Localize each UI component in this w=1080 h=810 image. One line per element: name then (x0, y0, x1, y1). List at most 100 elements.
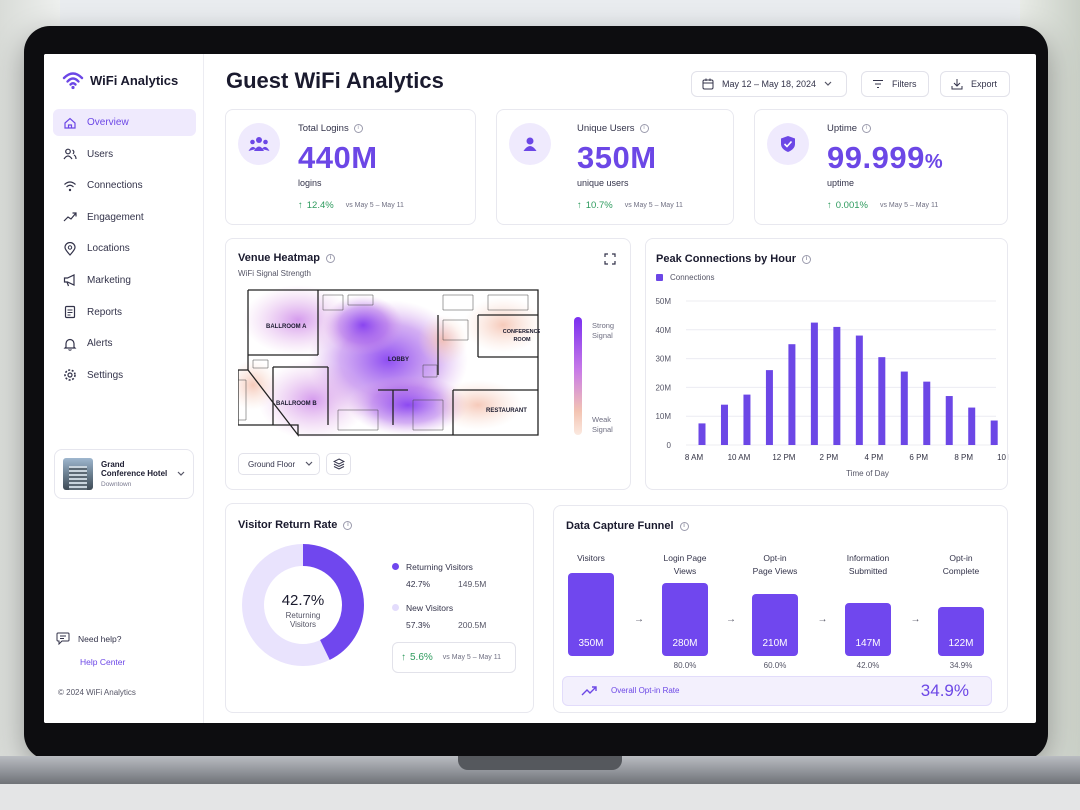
arrow-right-icon: → (726, 614, 736, 625)
home-icon (64, 117, 76, 129)
y-tick-label: 20M (655, 383, 671, 392)
funnel-value: 210M (762, 638, 788, 649)
brand-name: WiFi Analytics (90, 72, 179, 88)
floor-plan-heatmap[interactable]: BALLROOM A BALLROOM B LOBBY RESTAURANT C… (238, 285, 540, 437)
arrow-up-icon: ↑ (577, 200, 582, 211)
chart-bar (990, 420, 998, 445)
date-range-picker[interactable]: May 12 – May 18, 2024 (691, 71, 847, 97)
legend-dot-new (392, 604, 399, 611)
heatmap-subtitle: WiFi Signal Strength (238, 269, 311, 278)
room-label-conference: CONFERENCE ROOM (503, 329, 540, 343)
sidebar-item-label: Settings (87, 369, 124, 381)
signal-strength-scale (574, 317, 582, 435)
x-tick-label: 8 PM (954, 453, 973, 462)
funnel-bar[interactable] (568, 573, 614, 656)
chart-bar (788, 344, 796, 445)
new-count: 200.5M (458, 620, 487, 630)
help-label: Need help? (78, 633, 122, 644)
shield-check-icon (767, 123, 809, 165)
expand-icon[interactable] (604, 253, 616, 265)
chat-icon (56, 632, 70, 645)
kpi-trend-value: 10.7% (585, 200, 613, 211)
floor-selector[interactable]: Ground Floor (238, 453, 320, 475)
funnel-value: 122M (948, 638, 974, 649)
info-icon[interactable]: i (639, 124, 649, 133)
trending-up-icon (581, 686, 597, 696)
funnel-percent: 60.0% (763, 661, 787, 670)
funnel-bar[interactable] (845, 602, 891, 656)
sidebar-item-marketing[interactable]: Marketing (53, 267, 196, 294)
card-title: Peak Connections by Hour (656, 253, 796, 265)
return-trend-value: 5.6% (410, 652, 433, 663)
return-comparison: vs May 5 – May 11 (442, 654, 502, 661)
scale-weak-label: Weak Signal (592, 415, 613, 434)
info-icon[interactable]: i (801, 254, 811, 264)
chart-bar (945, 396, 953, 445)
sidebar-item-reports[interactable]: Reports (53, 299, 196, 326)
visitor-return-card: Visitor Return Rate i 42.7% Returning Vis… (225, 503, 534, 713)
funnel-value: 147M (855, 638, 881, 649)
funnel-bar[interactable] (662, 583, 708, 656)
info-icon[interactable]: i (862, 124, 872, 133)
kpi-card-unique-users: Unique Users i 350M unique users ↑ 10.7% vs… (496, 109, 734, 225)
info-icon[interactable]: i (343, 520, 353, 530)
chart-bar (810, 322, 818, 445)
return-trend-badge: ↑ 5.6% vs May 5 – May 11 (392, 642, 516, 673)
layers-button[interactable] (326, 453, 351, 475)
arrow-up-icon: ↑ (827, 200, 832, 211)
donut-segment-returning[interactable] (242, 544, 364, 666)
sidebar-item-alerts[interactable]: Alerts (53, 330, 196, 357)
help-center-link[interactable]: Help Center (80, 657, 126, 667)
room-label: LOBBY (388, 357, 409, 363)
kpi-card-uptime: Uptime i 99.999% uptime ↑ 0.001% vs May 5 –… (754, 109, 1008, 225)
chart-bar (968, 407, 976, 445)
chart-bar (720, 404, 728, 445)
card-title: Data Capture Funnel (566, 520, 674, 532)
sidebar-item-locations[interactable]: Locations (53, 235, 196, 262)
legend-dot-returning (392, 563, 399, 570)
chevron-down-icon (177, 471, 185, 476)
funnel-bar[interactable] (752, 593, 798, 656)
layers-icon (332, 458, 345, 470)
export-button[interactable]: Export (940, 71, 1010, 97)
info-icon[interactable]: i (679, 521, 689, 531)
arrow-right-icon: → (817, 614, 828, 625)
brand[interactable]: WiFi Analytics (62, 70, 178, 90)
venue-thumbnail (63, 458, 93, 490)
help-section: Need help? Help Center (56, 632, 125, 667)
x-tick-label: 12 PM (772, 453, 795, 462)
funnel-stage-label: Information Submitted (846, 553, 890, 576)
venue-selector[interactable]: Grand Conference Hotel Downtown (54, 449, 194, 499)
sidebar-item-engagement[interactable]: Engagement (53, 204, 196, 231)
page-title: Guest WiFi Analytics (226, 68, 444, 93)
funnel-bar[interactable] (938, 606, 984, 656)
filter-icon (873, 80, 883, 88)
info-icon[interactable]: i (353, 124, 363, 133)
laptop-notch (458, 756, 622, 770)
kpi-trend-value: 0.001% (835, 200, 868, 211)
sidebar-item-label: Connections (87, 180, 143, 192)
kpi-sublabel: uptime (827, 178, 855, 188)
overall-optin-label: Overall Opt-in Rate (611, 686, 680, 695)
x-tick-label: 6 PM (909, 453, 928, 462)
users-icon (63, 148, 77, 160)
gear-icon (64, 369, 76, 382)
y-tick-label: 40M (655, 326, 671, 335)
card-title: Visitor Return Rate (238, 519, 338, 531)
wifi-logo-icon (62, 72, 84, 90)
user-icon (509, 123, 551, 165)
filters-button[interactable]: Filters (861, 71, 929, 97)
arrow-right-icon: → (634, 614, 644, 625)
sidebar-item-overview[interactable]: Overview (53, 109, 196, 136)
venue-heatmap-card: Venue Heatmap i WiFi Signal Strength (225, 238, 631, 490)
peak-connections-card: Peak Connections by Hour i Connections 0 1… (645, 238, 1009, 490)
sidebar-item-settings[interactable]: Settings (53, 362, 196, 389)
funnel-stage-label: Visitors (577, 553, 605, 563)
x-tick-label: 8 AM (685, 453, 704, 462)
scale-strong-label: Strong Signal (592, 321, 615, 340)
return-rate-donut (242, 544, 364, 666)
kpi-label: Uptime (827, 123, 858, 134)
info-icon[interactable]: i (325, 253, 335, 263)
sidebar-item-users[interactable]: Users (53, 141, 196, 168)
sidebar-item-connections[interactable]: Connections (53, 172, 196, 199)
